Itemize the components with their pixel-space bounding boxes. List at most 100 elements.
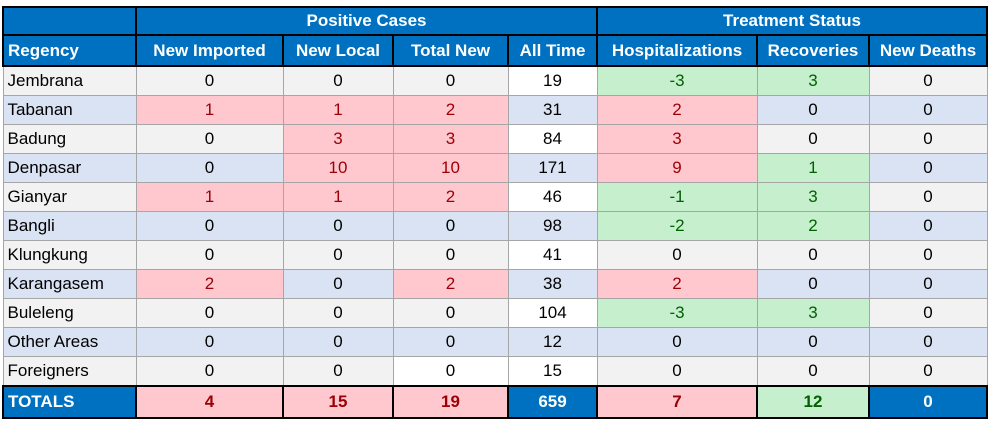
- column-header-new-local: New Local: [282, 34, 394, 67]
- new-imported-cell: 1: [135, 182, 284, 212]
- hospitalizations-cell: -3: [596, 65, 758, 96]
- new-imported-cell: 0: [135, 65, 284, 96]
- recoveries-cell: 0: [756, 269, 870, 299]
- total-new-cell: 2: [392, 269, 509, 299]
- all-time-cell: 15: [507, 356, 598, 387]
- new-local-cell: 0: [282, 211, 394, 241]
- regency-name-cell: Bangli: [2, 211, 137, 241]
- recoveries-cell: 0: [756, 327, 870, 357]
- column-header-new-deaths: New Deaths: [868, 34, 988, 67]
- table-row: Tabanan 1 1 2 31 2 0 0: [2, 95, 988, 125]
- regency-name-cell: Klungkung: [2, 240, 137, 270]
- new-imported-cell: 0: [135, 124, 284, 154]
- regency-name-cell: Buleleng: [2, 298, 137, 328]
- recoveries-cell: 0: [756, 95, 870, 125]
- table-row: Foreigners 0 0 0 15 0 0 0: [2, 356, 988, 387]
- regency-name-cell: Gianyar: [2, 182, 137, 212]
- table-row: Denpasar 0 10 10 171 9 1 0: [2, 153, 988, 183]
- total-recoveries-cell: 12: [756, 385, 870, 419]
- covid-cases-table: Positive Cases Treatment Status Regency N…: [2, 6, 988, 419]
- new-imported-cell: 1: [135, 95, 284, 125]
- total-new-local-cell: 15: [282, 385, 394, 419]
- hospitalizations-cell: 0: [596, 356, 758, 387]
- new-local-cell: 0: [282, 65, 394, 96]
- regency-name-cell: Foreigners: [2, 356, 137, 387]
- group-header-positive-cases: Positive Cases: [135, 6, 598, 36]
- column-header-total-new: Total New: [392, 34, 509, 67]
- regency-name-cell: Other Areas: [2, 327, 137, 357]
- new-imported-cell: 0: [135, 211, 284, 241]
- column-header-new-imported: New Imported: [135, 34, 284, 67]
- recoveries-cell: 3: [756, 182, 870, 212]
- new-deaths-cell: 0: [868, 240, 988, 270]
- group-header-treatment-status: Treatment Status: [596, 6, 988, 36]
- all-time-cell: 46: [507, 182, 598, 212]
- total-new-cell: 0: [392, 240, 509, 270]
- table-row: Badung 0 3 3 84 3 0 0: [2, 124, 988, 154]
- hospitalizations-cell: 9: [596, 153, 758, 183]
- new-deaths-cell: 0: [868, 298, 988, 328]
- total-new-cell: 0: [392, 298, 509, 328]
- total-new-imported-cell: 4: [135, 385, 284, 419]
- total-total-new-cell: 19: [392, 385, 509, 419]
- new-deaths-cell: 0: [868, 65, 988, 96]
- column-header-recoveries: Recoveries: [756, 34, 870, 67]
- new-local-cell: 0: [282, 356, 394, 387]
- all-time-cell: 12: [507, 327, 598, 357]
- new-local-cell: 0: [282, 269, 394, 299]
- total-new-cell: 0: [392, 211, 509, 241]
- totals-row: TOTALS 4 15 19 659 7 12 0: [2, 385, 988, 419]
- table-row: Bangli 0 0 0 98 -2 2 0: [2, 211, 988, 241]
- recoveries-cell: 0: [756, 240, 870, 270]
- all-time-cell: 19: [507, 65, 598, 96]
- totals-label-cell: TOTALS: [2, 385, 137, 419]
- new-imported-cell: 0: [135, 356, 284, 387]
- table-row: Other Areas 0 0 0 12 0 0 0: [2, 327, 988, 357]
- new-imported-cell: 0: [135, 153, 284, 183]
- column-header-hospitalizations: Hospitalizations: [596, 34, 758, 67]
- total-hospitalizations-cell: 7: [596, 385, 758, 419]
- new-deaths-cell: 0: [868, 182, 988, 212]
- hospitalizations-cell: -2: [596, 211, 758, 241]
- table-body: Jembrana 0 0 0 19 -3 3 0 Tabanan 1 1 2 31 2 0 0 Badung 0 3…: [2, 65, 988, 387]
- all-time-cell: 38: [507, 269, 598, 299]
- table-row: Karangasem 2 0 2 38 2 0 0: [2, 269, 988, 299]
- all-time-cell: 171: [507, 153, 598, 183]
- new-deaths-cell: 0: [868, 153, 988, 183]
- total-new-cell: 2: [392, 95, 509, 125]
- recoveries-cell: 1: [756, 153, 870, 183]
- hospitalizations-cell: 0: [596, 240, 758, 270]
- recoveries-cell: 0: [756, 124, 870, 154]
- blank-corner-cell: [2, 6, 137, 36]
- recoveries-cell: 3: [756, 65, 870, 96]
- table-row: Buleleng 0 0 0 104 -3 3 0: [2, 298, 988, 328]
- all-time-cell: 31: [507, 95, 598, 125]
- new-local-cell: 0: [282, 327, 394, 357]
- column-header-all-time: All Time: [507, 34, 598, 67]
- new-imported-cell: 0: [135, 298, 284, 328]
- new-local-cell: 1: [282, 182, 394, 212]
- total-all-time-cell: 659: [507, 385, 598, 419]
- regency-name-cell: Badung: [2, 124, 137, 154]
- regency-name-cell: Karangasem: [2, 269, 137, 299]
- total-new-cell: 0: [392, 327, 509, 357]
- new-local-cell: 10: [282, 153, 394, 183]
- regency-name-cell: Denpasar: [2, 153, 137, 183]
- total-new-cell: 2: [392, 182, 509, 212]
- hospitalizations-cell: -3: [596, 298, 758, 328]
- new-deaths-cell: 0: [868, 327, 988, 357]
- new-imported-cell: 2: [135, 269, 284, 299]
- new-deaths-cell: 0: [868, 95, 988, 125]
- hospitalizations-cell: -1: [596, 182, 758, 212]
- total-new-cell: 10: [392, 153, 509, 183]
- recoveries-cell: 3: [756, 298, 870, 328]
- hospitalizations-cell: 2: [596, 269, 758, 299]
- all-time-cell: 98: [507, 211, 598, 241]
- new-local-cell: 0: [282, 240, 394, 270]
- new-imported-cell: 0: [135, 327, 284, 357]
- column-header-regency: Regency: [2, 34, 137, 67]
- table-row: Jembrana 0 0 0 19 -3 3 0: [2, 65, 988, 96]
- new-local-cell: 3: [282, 124, 394, 154]
- total-new-cell: 0: [392, 65, 509, 96]
- all-time-cell: 104: [507, 298, 598, 328]
